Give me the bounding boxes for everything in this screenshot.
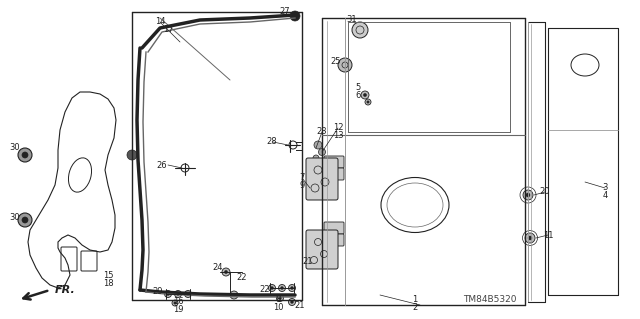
Text: 5: 5 <box>355 84 360 93</box>
Text: 8: 8 <box>275 295 281 305</box>
Circle shape <box>22 217 28 223</box>
Circle shape <box>225 271 228 274</box>
Circle shape <box>271 286 273 289</box>
Circle shape <box>278 285 285 292</box>
Text: 7: 7 <box>300 174 305 182</box>
Text: 22: 22 <box>237 273 247 283</box>
FancyBboxPatch shape <box>324 156 344 168</box>
Text: 22: 22 <box>260 286 270 294</box>
Circle shape <box>278 297 282 300</box>
Circle shape <box>528 236 532 240</box>
Text: 6: 6 <box>355 92 361 100</box>
Text: 13: 13 <box>333 131 343 140</box>
Circle shape <box>184 291 191 298</box>
Circle shape <box>314 141 322 149</box>
Circle shape <box>523 190 533 200</box>
Text: 16: 16 <box>173 298 183 307</box>
Text: 9: 9 <box>300 182 305 190</box>
Circle shape <box>290 11 300 21</box>
Text: 26: 26 <box>157 160 167 169</box>
Circle shape <box>269 285 275 292</box>
Circle shape <box>222 268 230 276</box>
Circle shape <box>291 286 293 289</box>
Circle shape <box>291 300 293 303</box>
Circle shape <box>319 149 326 155</box>
Text: 2: 2 <box>412 303 418 313</box>
Circle shape <box>22 152 28 158</box>
Text: 17: 17 <box>163 26 173 34</box>
Text: 4: 4 <box>602 191 607 201</box>
Text: 19: 19 <box>173 306 183 315</box>
Circle shape <box>525 233 535 243</box>
Circle shape <box>172 300 178 306</box>
Text: 1: 1 <box>412 295 418 305</box>
Text: 24: 24 <box>212 263 223 272</box>
Text: 31: 31 <box>347 16 357 25</box>
Text: TM84B5320: TM84B5320 <box>463 295 516 305</box>
Text: 20: 20 <box>540 188 550 197</box>
Circle shape <box>289 285 296 292</box>
Circle shape <box>166 293 170 295</box>
Text: 14: 14 <box>155 18 165 26</box>
Circle shape <box>18 213 32 227</box>
Circle shape <box>313 155 319 161</box>
Text: 3: 3 <box>602 183 608 192</box>
FancyBboxPatch shape <box>324 168 344 180</box>
Circle shape <box>364 93 367 97</box>
Circle shape <box>367 101 369 103</box>
Text: 11: 11 <box>543 231 553 240</box>
Text: 21: 21 <box>295 300 305 309</box>
Circle shape <box>526 193 530 197</box>
Text: 30: 30 <box>10 213 20 222</box>
Text: 29: 29 <box>153 287 163 296</box>
Text: 18: 18 <box>102 278 113 287</box>
Circle shape <box>230 291 238 299</box>
Circle shape <box>276 294 284 301</box>
Text: 21: 21 <box>303 257 313 266</box>
Text: 12: 12 <box>333 123 343 132</box>
Text: FR.: FR. <box>55 285 76 295</box>
FancyBboxPatch shape <box>324 222 344 234</box>
Text: 23: 23 <box>317 128 327 137</box>
Circle shape <box>174 302 176 304</box>
Circle shape <box>289 299 296 306</box>
Circle shape <box>18 148 32 162</box>
Circle shape <box>187 293 189 295</box>
Text: 28: 28 <box>267 137 277 146</box>
Text: 10: 10 <box>273 303 284 313</box>
Circle shape <box>361 91 369 99</box>
Text: 30: 30 <box>10 144 20 152</box>
Circle shape <box>177 293 179 295</box>
Circle shape <box>127 150 137 160</box>
FancyBboxPatch shape <box>306 158 338 200</box>
Text: 27: 27 <box>280 8 291 17</box>
Circle shape <box>232 293 236 297</box>
FancyBboxPatch shape <box>324 234 344 246</box>
Text: 15: 15 <box>103 271 113 279</box>
Text: 25: 25 <box>331 57 341 66</box>
Circle shape <box>352 22 368 38</box>
Circle shape <box>175 291 182 298</box>
Circle shape <box>164 291 172 298</box>
Circle shape <box>365 99 371 105</box>
FancyBboxPatch shape <box>306 230 338 269</box>
Circle shape <box>280 286 284 289</box>
Circle shape <box>338 58 352 72</box>
